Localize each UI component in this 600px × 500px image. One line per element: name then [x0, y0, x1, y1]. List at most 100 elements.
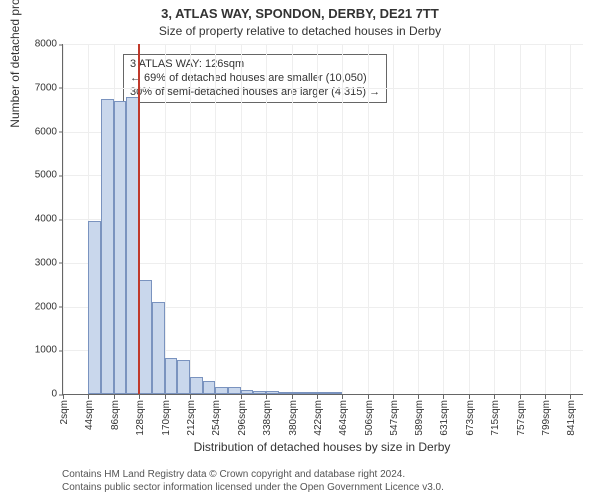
gridline-v — [190, 44, 191, 394]
y-tick-label: 7000 — [35, 82, 63, 93]
x-tick-label: 547sqm — [389, 400, 400, 436]
y-tick-label: 1000 — [35, 345, 63, 356]
gridline-v — [469, 44, 470, 394]
histogram-bar — [253, 391, 266, 394]
y-tick-label: 4000 — [35, 214, 63, 225]
x-tick-mark — [165, 394, 166, 399]
x-tick-mark — [114, 394, 115, 399]
x-tick-label: 757sqm — [516, 400, 527, 436]
x-tick-mark — [317, 394, 318, 399]
y-axis-label: Number of detached properties — [8, 0, 22, 220]
x-tick-mark — [88, 394, 89, 399]
histogram-bar — [101, 99, 114, 394]
histogram-bar — [241, 390, 254, 394]
x-tick-label: 86sqm — [110, 400, 121, 430]
y-tick-label: 5000 — [35, 170, 63, 181]
y-tick-label: 2000 — [35, 301, 63, 312]
gridline-h — [63, 219, 583, 220]
gridline-v — [241, 44, 242, 394]
x-tick-mark — [342, 394, 343, 399]
x-tick-mark — [570, 394, 571, 399]
histogram-bar — [190, 377, 203, 395]
gridline-v — [165, 44, 166, 394]
histogram-bar — [177, 360, 190, 394]
gridline-h — [63, 88, 583, 89]
gridline-v — [215, 44, 216, 394]
x-tick-label: 673sqm — [465, 400, 476, 436]
x-tick-mark — [266, 394, 267, 399]
x-tick-mark — [443, 394, 444, 399]
gridline-v — [520, 44, 521, 394]
x-tick-mark — [418, 394, 419, 399]
gridline-v — [393, 44, 394, 394]
gridline-v — [443, 44, 444, 394]
x-tick-label: 338sqm — [262, 400, 273, 436]
x-tick-label: 128sqm — [135, 400, 146, 436]
x-tick-label: 799sqm — [541, 400, 552, 436]
histogram-bar — [215, 387, 228, 394]
y-tick-label: 6000 — [35, 126, 63, 137]
gridline-v — [368, 44, 369, 394]
x-tick-label: 296sqm — [237, 400, 248, 436]
histogram-bar — [279, 392, 292, 394]
footer-attribution: Contains HM Land Registry data © Crown c… — [62, 469, 582, 494]
histogram-bar — [317, 392, 330, 394]
histogram-bar — [330, 392, 343, 394]
gridline-h — [63, 132, 583, 133]
x-tick-label: 589sqm — [414, 400, 425, 436]
gridline-v — [545, 44, 546, 394]
histogram-bar — [114, 101, 127, 394]
gridline-v — [570, 44, 571, 394]
reference-marker-line — [138, 44, 140, 394]
x-tick-mark — [469, 394, 470, 399]
x-tick-label: 2sqm — [59, 400, 70, 424]
y-tick-label: 0 — [51, 389, 63, 400]
x-tick-label: 212sqm — [186, 400, 197, 436]
histogram-bar — [88, 221, 101, 394]
x-axis-label: Distribution of detached houses by size … — [62, 440, 582, 454]
x-tick-mark — [494, 394, 495, 399]
histogram-bar — [152, 302, 165, 394]
x-tick-label: 170sqm — [161, 400, 172, 436]
histogram-bar — [266, 391, 279, 394]
x-tick-mark — [241, 394, 242, 399]
title-line-2: Size of property relative to detached ho… — [0, 24, 600, 38]
x-tick-mark — [393, 394, 394, 399]
title-line-1: 3, ATLAS WAY, SPONDON, DERBY, DE21 7TT — [0, 6, 600, 21]
x-tick-mark — [292, 394, 293, 399]
x-tick-label: 254sqm — [211, 400, 222, 436]
gridline-h — [63, 44, 583, 45]
x-tick-mark — [545, 394, 546, 399]
x-tick-label: 841sqm — [566, 400, 577, 436]
y-tick-label: 8000 — [35, 39, 63, 50]
gridline-v — [63, 44, 64, 394]
histogram-bar — [228, 387, 241, 394]
y-tick-label: 3000 — [35, 257, 63, 268]
gridline-h — [63, 263, 583, 264]
footer-line-1: Contains HM Land Registry data © Crown c… — [62, 469, 582, 482]
x-tick-mark — [520, 394, 521, 399]
gridline-v — [342, 44, 343, 394]
gridline-v — [418, 44, 419, 394]
histogram-bar — [139, 280, 152, 394]
x-tick-mark — [368, 394, 369, 399]
x-tick-label: 44sqm — [84, 400, 95, 430]
histogram-bar — [165, 358, 178, 394]
x-tick-label: 380sqm — [288, 400, 299, 436]
x-tick-mark — [215, 394, 216, 399]
x-tick-label: 631sqm — [439, 400, 450, 436]
plot-area: 3 ATLAS WAY: 126sqm← 69% of detached hou… — [62, 44, 583, 395]
x-tick-label: 715sqm — [490, 400, 501, 436]
gridline-v — [317, 44, 318, 394]
gridline-v — [494, 44, 495, 394]
histogram-bar — [203, 381, 216, 394]
histogram-bar — [292, 392, 305, 394]
x-tick-mark — [190, 394, 191, 399]
footer-line-2: Contains public sector information licen… — [62, 482, 582, 495]
gridline-h — [63, 175, 583, 176]
annotation-box: 3 ATLAS WAY: 126sqm← 69% of detached hou… — [123, 54, 387, 103]
gridline-v — [266, 44, 267, 394]
chart-container: 3, ATLAS WAY, SPONDON, DERBY, DE21 7TT S… — [0, 0, 600, 500]
x-tick-label: 464sqm — [338, 400, 349, 436]
x-tick-label: 422sqm — [313, 400, 324, 436]
